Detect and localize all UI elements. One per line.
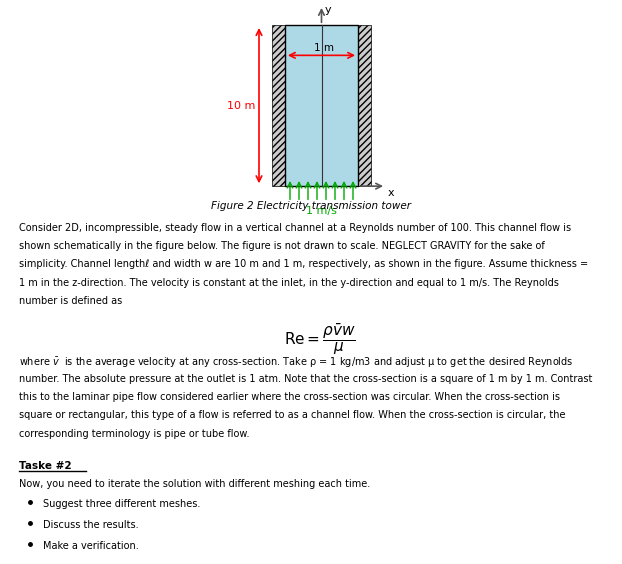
Text: number. The absolute pressure at the outlet is 1 atm. Note that the cross-sectio: number. The absolute pressure at the out… [19, 374, 592, 384]
Text: this to the laminar pipe flow considered earlier where the cross-section was cir: this to the laminar pipe flow considered… [19, 393, 560, 402]
Text: where $\bar{v}$  is the average velocity at any cross-section. Take ρ = 1 kg/m3 : where $\bar{v}$ is the average velocity … [19, 356, 573, 370]
Text: Consider 2D, incompressible, steady flow in a vertical channel at a Reynolds num: Consider 2D, incompressible, steady flow… [19, 223, 571, 233]
Text: 1 m: 1 m [315, 43, 335, 54]
Text: number is defined as: number is defined as [19, 296, 122, 306]
Text: Figure 2 Electricity transmission tower: Figure 2 Electricity transmission tower [211, 201, 411, 212]
Text: Now, you need to iterate the solution with different meshing each time.: Now, you need to iterate the solution wi… [19, 479, 370, 489]
Bar [358, 25, 371, 186]
Text: $\mathrm{Re} = \dfrac{\rho\bar{v}w}{\mu}$: $\mathrm{Re} = \dfrac{\rho\bar{v}w}{\mu}… [284, 321, 356, 357]
Text: Make a verification.: Make a verification. [43, 541, 139, 551]
Text: y: y [325, 5, 331, 15]
Text: square or rectangular, this type of a flow is referred to as a channel flow. Whe: square or rectangular, this type of a fl… [19, 411, 565, 421]
Text: Taske #2: Taske #2 [19, 461, 72, 471]
Text: 10 m: 10 m [226, 100, 255, 111]
Bar [285, 25, 358, 186]
Text: 1 m/s: 1 m/s [306, 206, 337, 216]
Text: shown schematically in the figure below. The figure is not drawn to scale. NEGLE: shown schematically in the figure below.… [19, 241, 544, 251]
Text: simplicity. Channel lengthℓ and width w are 10 m and 1 m, respectively, as shown: simplicity. Channel lengthℓ and width w … [19, 259, 588, 270]
Text: corresponding terminology is pipe or tube flow.: corresponding terminology is pipe or tub… [19, 429, 249, 439]
Text: 1 m in the z-direction. The velocity is constant at the inlet, in the y-directio: 1 m in the z-direction. The velocity is … [19, 277, 559, 288]
Text: x: x [388, 188, 394, 198]
Bar [272, 25, 285, 186]
Text: Suggest three different meshes.: Suggest three different meshes. [43, 499, 200, 509]
Text: Discuss the results.: Discuss the results. [43, 520, 139, 530]
